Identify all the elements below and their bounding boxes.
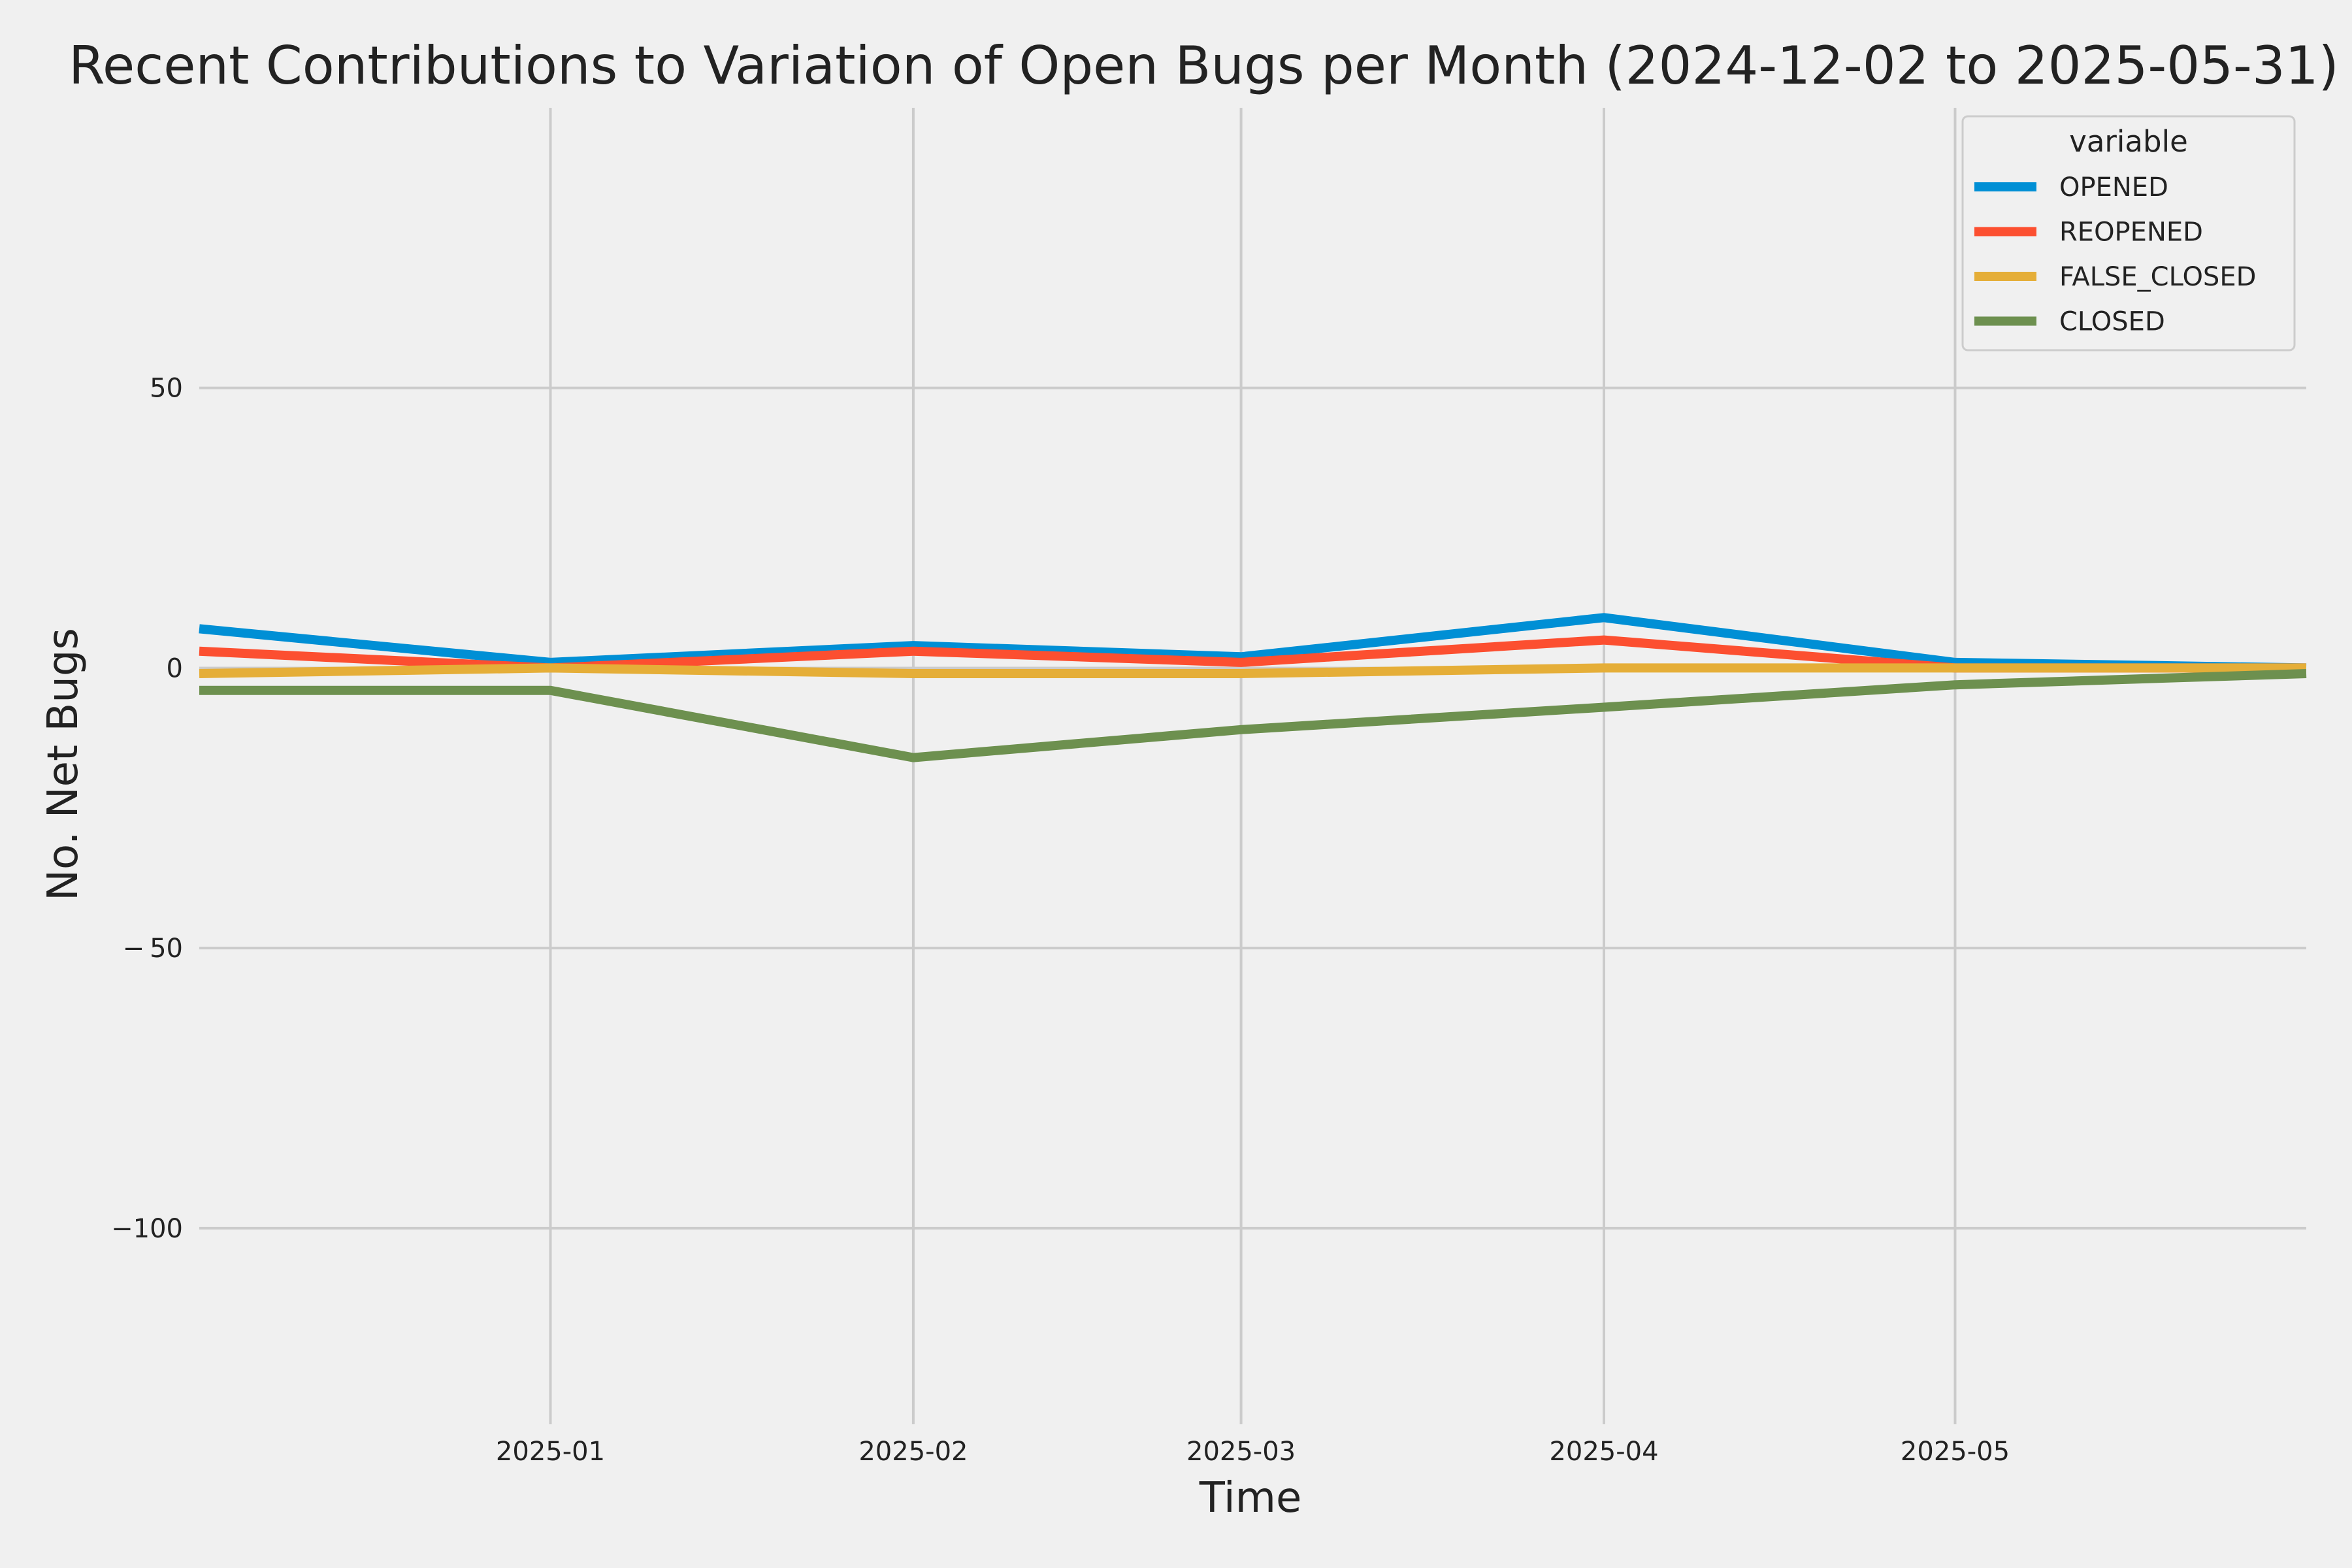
x-tick-label: 2025-01: [496, 1437, 605, 1467]
x-axis-label: Time: [1199, 1474, 1302, 1522]
legend-label-closed: CLOSED: [2059, 307, 2165, 337]
legend-items: OPENED REOPENED FALSE_CLOSED CLOSED: [1974, 172, 2256, 337]
series-line-opened: [199, 613, 2307, 673]
chart-title: Recent Contributions to Variation of Ope…: [69, 35, 2339, 96]
x-tick-label: 2025-04: [1549, 1437, 1658, 1467]
series-line-closed: [199, 669, 2307, 762]
y-tick-label: − 50: [123, 934, 183, 964]
y-axis-ticks: 50 0 − 50 −100: [111, 374, 183, 1244]
x-tick-label: 2025-03: [1186, 1437, 1296, 1467]
x-tick-label: 2025-05: [1901, 1437, 2010, 1467]
series-line-false-closed: [199, 663, 2306, 678]
legend: variable OPENED REOPENED FALSE_CLOSED CLOSE…: [1961, 115, 2296, 351]
y-axis-label: No. Net Bugs: [39, 628, 88, 901]
legend-title: variable: [2069, 124, 2188, 159]
legend-box: [1961, 115, 2296, 351]
legend-label-false-closed: FALSE_CLOSED: [2059, 262, 2256, 292]
legend-label-reopened: REOPENED: [2059, 218, 2203, 248]
y-tick-label: 50: [150, 374, 183, 404]
series-lines: [199, 613, 2307, 762]
y-tick-label: 0: [167, 653, 183, 683]
legend-label-opened: OPENED: [2059, 172, 2168, 203]
x-tick-label: 2025-02: [858, 1437, 968, 1467]
y-tick-label: −100: [111, 1214, 183, 1244]
x-axis-ticks: 2025-01 2025-02 2025-03 2025-04 2025-05: [496, 1437, 2010, 1467]
